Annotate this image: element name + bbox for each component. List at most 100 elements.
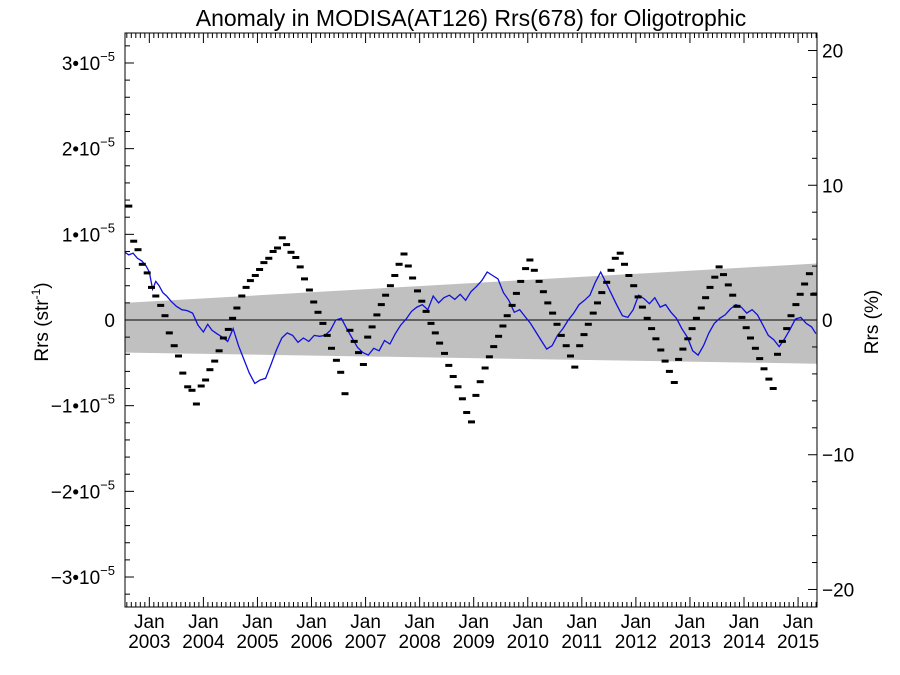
data-point <box>431 331 439 335</box>
data-point <box>796 292 804 296</box>
data-point <box>269 250 277 253</box>
data-point <box>760 367 768 371</box>
data-point <box>724 283 732 287</box>
data-point <box>184 385 192 389</box>
x-tick-label-month: Jan <box>783 612 814 633</box>
data-point <box>611 256 619 260</box>
data-point <box>332 358 340 362</box>
data-point <box>778 339 786 343</box>
data-point <box>715 265 723 269</box>
data-point <box>355 351 362 355</box>
data-point <box>468 420 475 424</box>
data-point <box>643 316 651 320</box>
x-tick-label-month: Jan <box>621 612 652 633</box>
data-point <box>792 303 800 307</box>
data-point <box>206 368 214 372</box>
data-point <box>224 327 232 331</box>
right-tick-label: 10 <box>822 176 843 197</box>
data-point <box>490 345 498 349</box>
data-point <box>463 411 471 414</box>
data-point <box>544 301 552 305</box>
data-point <box>152 294 160 298</box>
data-point <box>454 385 462 389</box>
x-tick-label-month: Jan <box>134 612 165 633</box>
data-point <box>553 322 561 326</box>
left-tick-label: 0 <box>104 311 115 332</box>
monthly-points-layer <box>125 204 818 424</box>
data-point <box>625 274 633 277</box>
data-point <box>638 305 646 309</box>
data-point <box>557 333 565 337</box>
x-tick-label-year: 2012 <box>615 632 657 653</box>
data-point <box>427 321 435 325</box>
data-point <box>143 271 151 275</box>
data-point <box>692 316 700 320</box>
right-axis-label: Rrs (%) <box>862 290 883 354</box>
chart-title: Anomaly in MODISA(AT126) Rrs(678) for Ol… <box>196 5 746 31</box>
data-point <box>148 285 155 289</box>
x-tick-label-month: Jan <box>512 612 543 633</box>
data-point <box>305 288 313 292</box>
data-point <box>684 337 692 341</box>
data-point <box>233 306 241 310</box>
data-point <box>292 256 300 259</box>
data-point <box>391 274 399 277</box>
data-point <box>665 369 673 373</box>
data-point <box>679 347 687 351</box>
data-point <box>251 274 259 277</box>
data-point <box>211 359 219 363</box>
data-point <box>246 279 254 283</box>
data-point <box>801 282 809 286</box>
data-point <box>328 346 335 350</box>
data-point <box>436 341 444 345</box>
data-point <box>377 303 385 307</box>
data-point <box>702 296 710 300</box>
data-point <box>598 291 606 295</box>
x-tick-label-year: 2014 <box>723 632 766 653</box>
data-point <box>373 313 381 317</box>
data-point <box>422 309 430 313</box>
data-point <box>657 348 665 352</box>
data-point <box>287 250 295 254</box>
right-tick-label: −10 <box>822 446 854 467</box>
axis-ticks-layer <box>125 33 817 607</box>
data-point <box>733 304 741 308</box>
data-point <box>580 333 588 337</box>
right-tick-label: 0 <box>822 311 833 332</box>
data-point <box>192 402 200 406</box>
left-axis-label-exponent: -1 <box>29 288 43 299</box>
data-point <box>616 251 624 255</box>
data-point <box>418 299 426 303</box>
data-point <box>535 279 543 283</box>
data-point <box>711 275 719 279</box>
data-point <box>414 289 421 293</box>
data-point <box>229 316 237 320</box>
right-tick-label: 20 <box>822 42 843 63</box>
data-point <box>197 384 205 388</box>
data-point <box>594 301 601 305</box>
x-tick-label-month: Jan <box>350 612 381 633</box>
data-point <box>337 370 345 374</box>
data-point <box>260 261 268 265</box>
data-point <box>526 258 534 262</box>
data-point <box>319 321 327 325</box>
data-point <box>805 272 813 276</box>
data-point <box>350 339 358 343</box>
x-tick-label-year: 2010 <box>507 632 549 653</box>
data-point <box>301 277 308 281</box>
data-point <box>242 285 250 289</box>
data-point <box>359 363 367 366</box>
data-point <box>472 393 480 397</box>
left-tick-label: −1•10−5 <box>51 392 115 418</box>
data-point <box>634 295 642 299</box>
data-point <box>503 314 511 318</box>
data-point <box>495 334 503 338</box>
data-point <box>161 314 169 318</box>
data-point <box>810 292 818 296</box>
data-point <box>165 331 173 335</box>
data-point <box>738 315 746 319</box>
data-point <box>445 363 453 367</box>
data-point <box>661 359 669 363</box>
data-point <box>530 268 538 272</box>
data-point <box>670 381 678 384</box>
